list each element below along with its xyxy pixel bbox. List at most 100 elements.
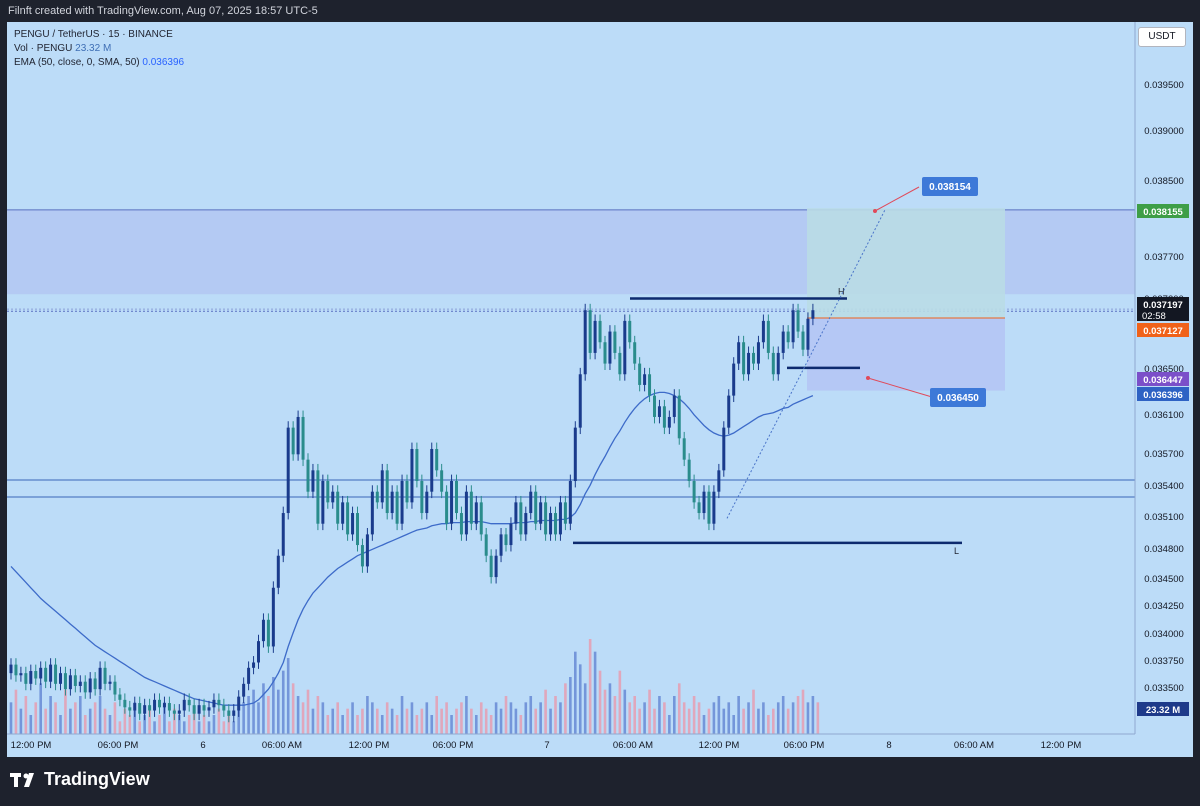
volume-bar [321, 702, 325, 734]
volume-bar [93, 702, 97, 734]
x-tick-label: 06:00 AM [613, 740, 653, 751]
y-tick-label: 0.039500 [1144, 80, 1184, 91]
candle-body [39, 667, 43, 679]
volume-bar [108, 715, 112, 734]
volume-bar [489, 715, 493, 734]
volume-bar [702, 715, 706, 734]
volume-bar [658, 696, 661, 734]
candle-body [737, 342, 741, 364]
volume-bar [638, 708, 641, 734]
volume-bar [385, 702, 389, 734]
volume-bar [395, 715, 399, 734]
price-chart[interactable]: H L 0.038154 0.036450 0.039500 0.039000 0.0385… [7, 22, 1193, 757]
candle-body [445, 491, 449, 524]
volume-bar [29, 715, 33, 734]
volume-bar [148, 708, 151, 734]
volume-bar [712, 702, 716, 734]
tradingview-logo[interactable]: TradingView [10, 769, 150, 790]
candle-body [544, 502, 548, 535]
volume-bar [727, 702, 731, 734]
x-tick-label: 06:00 PM [98, 740, 139, 751]
candle-body [247, 667, 251, 684]
candle-body [138, 703, 142, 714]
volume-bar [262, 683, 265, 734]
target-callout-line [874, 186, 920, 212]
candle-body [598, 320, 602, 343]
volume-bar [296, 696, 300, 734]
candle-body [24, 673, 28, 684]
candle-body [613, 331, 617, 353]
volume-bar [425, 702, 429, 734]
volume-bar [281, 670, 285, 734]
candle-body [549, 513, 553, 535]
candle-body [653, 395, 656, 417]
volume-bar [376, 708, 379, 734]
volume-bar [98, 696, 102, 734]
volume-bar [14, 689, 18, 734]
candle-body [667, 416, 671, 428]
candle-body [796, 310, 800, 332]
volume-bar [247, 696, 250, 734]
candle-body [306, 459, 310, 492]
candle-body [687, 459, 691, 482]
candle-body [420, 481, 424, 514]
volume-bar [450, 715, 453, 734]
x-tick-label: 06:00 PM [784, 740, 825, 751]
legend-ema: EMA (50, close, 0, SMA, 50) 0.036396 [14, 56, 184, 70]
volume-bar [484, 708, 488, 734]
currency-button[interactable]: USDT [1138, 27, 1186, 47]
candle-body [375, 491, 379, 503]
candle-body [34, 671, 38, 679]
candle-body [697, 502, 701, 514]
volume-bar [252, 689, 255, 734]
candle-body [752, 352, 755, 364]
candle-body [158, 699, 161, 708]
y-tick-label: 0.033750 [1144, 656, 1184, 667]
legend-volume-label: Vol · PENGU [14, 43, 73, 54]
volume-bar [306, 689, 310, 734]
x-tick-label: 6 [200, 740, 205, 751]
tradingview-brand: TradingView [44, 769, 150, 789]
volume-bar [593, 651, 597, 734]
volume-bar [168, 721, 171, 734]
candle-body [59, 673, 62, 684]
volume-bar [435, 696, 438, 734]
volume-bar [222, 721, 226, 734]
candle-body [672, 395, 676, 417]
candle-body [252, 662, 256, 668]
price-label-text: 0.037197 [1143, 300, 1183, 311]
legend-ema-label: EMA (50, close, 0, SMA, 50) [14, 57, 140, 68]
volume-bar [351, 702, 354, 734]
volume-bar [123, 708, 127, 734]
price-label-text: 0.036447 [1143, 375, 1183, 386]
volume-bar [762, 702, 765, 734]
candle-body [657, 406, 661, 417]
candle-body [712, 491, 716, 524]
volume-bar [816, 702, 820, 734]
volume-bar [237, 708, 240, 734]
candle-body [494, 555, 498, 578]
volume-bar [128, 715, 132, 734]
volume-bar [499, 708, 503, 734]
candle-body [395, 491, 399, 524]
y-tick-label: 0.037700 [1144, 252, 1184, 263]
top-attribution-bar: Filnft created with TradingView.com, Aug… [0, 0, 1200, 22]
volume-bar [187, 715, 191, 734]
chart-area[interactable]: H L 0.038154 0.036450 0.039500 0.039000 0.0385… [7, 22, 1193, 757]
volume-bar [361, 708, 364, 734]
volume-bar [534, 708, 537, 734]
volume-bar [346, 708, 349, 734]
volume-bar [707, 708, 711, 734]
x-tick-label: 06:00 PM [433, 740, 474, 751]
volume-bar [786, 708, 790, 734]
volume-bar [772, 708, 775, 734]
legend-volume: Vol · PENGU 23.32 M [14, 42, 184, 56]
volume-bar [673, 696, 676, 734]
volume-bar [79, 696, 82, 734]
candle-body [78, 681, 82, 686]
y-tick-label: 0.035100 [1144, 512, 1184, 523]
volume-bar [460, 702, 463, 734]
candle-body [707, 491, 711, 524]
volume-bar [301, 702, 305, 734]
volume-bar [197, 721, 201, 734]
